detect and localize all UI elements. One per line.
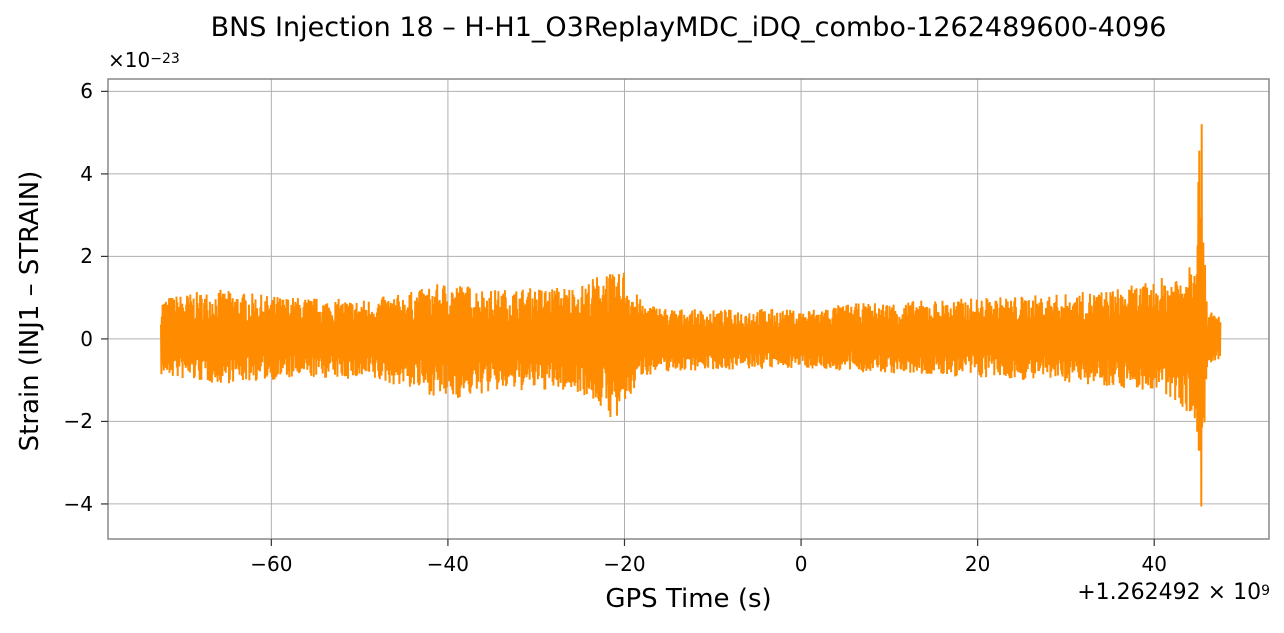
y-axis-label: Strain (INJ1 – STRAIN) [15, 170, 45, 452]
x-offset-exponent: 9 [1261, 583, 1270, 599]
x-offset: +1.262492 × 109 [1077, 580, 1270, 605]
y-tick-label: 6 [80, 79, 93, 104]
chart-title: BNS Injection 18 – H-H1_O3ReplayMDC_iDQ_… [210, 12, 1167, 43]
x-tick-label: 40 [1141, 552, 1167, 576]
x-tick-label: 0 [794, 552, 808, 576]
x-tick-label: −40 [426, 552, 470, 576]
y-tick-label: 2 [80, 244, 93, 269]
plot-frame [107, 78, 1270, 540]
x-axis-label: GPS Time (s) [605, 584, 772, 614]
x-offset-base: +1.262492 × 10 [1077, 580, 1262, 605]
x-tick-label: −60 [250, 552, 293, 576]
y-multiplier-exponent: −23 [150, 51, 180, 67]
strain-trace [160, 124, 1222, 507]
tick-marks [101, 90, 1155, 546]
strain-series [160, 124, 1222, 507]
x-tick-label: −20 [603, 552, 646, 576]
y-multiplier-base: ×10 [108, 48, 151, 72]
y-tick-label: 0 [80, 326, 93, 351]
y-tick-label: 4 [80, 161, 93, 186]
y-tick-label: −4 [63, 491, 93, 516]
x-tick-label: 20 [964, 552, 991, 576]
y-multiplier: ×10−23 [108, 48, 180, 72]
y-tick-label: −2 [63, 409, 93, 434]
